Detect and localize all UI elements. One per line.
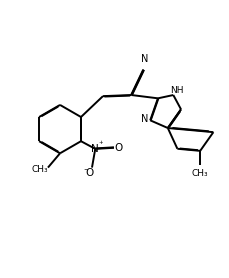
- Text: O: O: [114, 143, 122, 153]
- Text: N: N: [140, 54, 148, 64]
- Text: $^+$: $^+$: [96, 140, 103, 148]
- Text: O: O: [85, 168, 93, 178]
- Text: N: N: [91, 144, 99, 154]
- Text: CH₃: CH₃: [32, 165, 48, 174]
- Text: CH₃: CH₃: [191, 169, 207, 178]
- Text: N: N: [140, 114, 148, 124]
- Text: NH: NH: [169, 86, 183, 95]
- Text: $^-$: $^-$: [82, 165, 89, 174]
